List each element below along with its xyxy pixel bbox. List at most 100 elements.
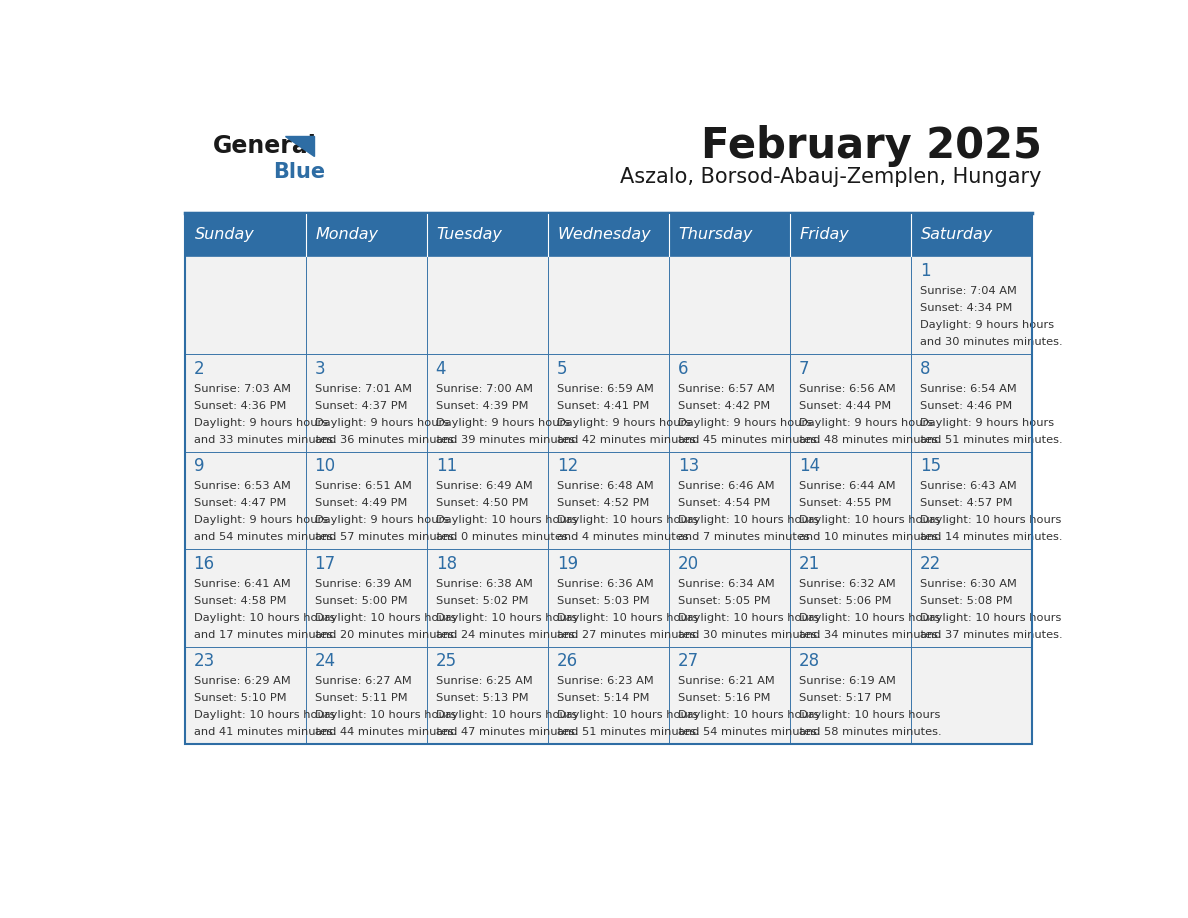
Text: Sunset: 4:49 PM: Sunset: 4:49 PM	[315, 498, 407, 509]
Text: and 4 minutes minutes.: and 4 minutes minutes.	[557, 532, 691, 543]
Text: Sunset: 5:17 PM: Sunset: 5:17 PM	[798, 693, 891, 703]
Text: 23: 23	[194, 653, 215, 670]
Text: and 37 minutes minutes.: and 37 minutes minutes.	[920, 630, 1062, 640]
Text: Daylight: 10 hours hours: Daylight: 10 hours hours	[194, 711, 335, 721]
FancyBboxPatch shape	[669, 646, 790, 744]
FancyBboxPatch shape	[911, 452, 1032, 549]
Text: Sunrise: 7:04 AM: Sunrise: 7:04 AM	[920, 286, 1017, 297]
Text: and 14 minutes minutes.: and 14 minutes minutes.	[920, 532, 1062, 543]
Text: Sunrise: 6:25 AM: Sunrise: 6:25 AM	[436, 677, 532, 687]
FancyBboxPatch shape	[307, 452, 428, 549]
Text: Sunrise: 6:56 AM: Sunrise: 6:56 AM	[798, 384, 896, 394]
FancyBboxPatch shape	[549, 213, 669, 256]
Text: Daylight: 9 hours hours: Daylight: 9 hours hours	[194, 418, 328, 428]
Text: Daylight: 10 hours hours: Daylight: 10 hours hours	[677, 612, 819, 622]
Text: Sunrise: 6:34 AM: Sunrise: 6:34 AM	[677, 579, 775, 588]
Text: Tuesday: Tuesday	[436, 227, 503, 242]
FancyBboxPatch shape	[307, 213, 428, 256]
Text: Friday: Friday	[800, 227, 849, 242]
Text: Sunrise: 6:48 AM: Sunrise: 6:48 AM	[557, 481, 653, 491]
Text: and 33 minutes minutes.: and 33 minutes minutes.	[194, 434, 336, 444]
Text: Sunrise: 6:54 AM: Sunrise: 6:54 AM	[920, 384, 1017, 394]
Text: Daylight: 10 hours hours: Daylight: 10 hours hours	[436, 612, 577, 622]
FancyBboxPatch shape	[790, 549, 911, 646]
Text: Sunrise: 6:53 AM: Sunrise: 6:53 AM	[194, 481, 291, 491]
Text: 1: 1	[920, 263, 930, 280]
FancyBboxPatch shape	[669, 549, 790, 646]
Text: 28: 28	[798, 653, 820, 670]
Text: Daylight: 9 hours hours: Daylight: 9 hours hours	[677, 418, 811, 428]
Text: Sunset: 4:52 PM: Sunset: 4:52 PM	[557, 498, 649, 509]
FancyBboxPatch shape	[669, 452, 790, 549]
Text: Sunset: 5:16 PM: Sunset: 5:16 PM	[677, 693, 770, 703]
Text: Daylight: 10 hours hours: Daylight: 10 hours hours	[557, 711, 699, 721]
Text: Daylight: 9 hours hours: Daylight: 9 hours hours	[920, 418, 1054, 428]
Text: Daylight: 10 hours hours: Daylight: 10 hours hours	[315, 711, 456, 721]
Text: and 51 minutes minutes.: and 51 minutes minutes.	[920, 434, 1062, 444]
Text: Sunrise: 7:01 AM: Sunrise: 7:01 AM	[315, 384, 411, 394]
Text: Sunrise: 6:19 AM: Sunrise: 6:19 AM	[798, 677, 896, 687]
Text: Wednesday: Wednesday	[557, 227, 651, 242]
Text: and 20 minutes minutes.: and 20 minutes minutes.	[315, 630, 457, 640]
FancyBboxPatch shape	[790, 256, 911, 354]
FancyBboxPatch shape	[307, 549, 428, 646]
Text: Sunrise: 6:51 AM: Sunrise: 6:51 AM	[315, 481, 411, 491]
Text: 14: 14	[798, 457, 820, 476]
Text: 25: 25	[436, 653, 456, 670]
Text: 8: 8	[920, 360, 930, 377]
FancyBboxPatch shape	[428, 256, 549, 354]
Text: Daylight: 10 hours hours: Daylight: 10 hours hours	[798, 711, 940, 721]
Text: Daylight: 10 hours hours: Daylight: 10 hours hours	[436, 711, 577, 721]
Text: Sunset: 4:57 PM: Sunset: 4:57 PM	[920, 498, 1012, 509]
Text: Sunset: 4:55 PM: Sunset: 4:55 PM	[798, 498, 891, 509]
Text: Daylight: 10 hours hours: Daylight: 10 hours hours	[677, 515, 819, 525]
Text: Sunset: 4:46 PM: Sunset: 4:46 PM	[920, 400, 1012, 410]
Text: Sunset: 5:00 PM: Sunset: 5:00 PM	[315, 596, 407, 606]
Text: Sunrise: 6:29 AM: Sunrise: 6:29 AM	[194, 677, 290, 687]
Text: and 0 minutes minutes.: and 0 minutes minutes.	[436, 532, 571, 543]
Text: Sunset: 4:58 PM: Sunset: 4:58 PM	[194, 596, 286, 606]
Text: Sunrise: 7:00 AM: Sunrise: 7:00 AM	[436, 384, 532, 394]
Text: February 2025: February 2025	[701, 125, 1042, 166]
Text: and 44 minutes minutes.: and 44 minutes minutes.	[315, 727, 457, 737]
Text: Sunrise: 7:03 AM: Sunrise: 7:03 AM	[194, 384, 291, 394]
Text: Daylight: 10 hours hours: Daylight: 10 hours hours	[920, 612, 1061, 622]
FancyBboxPatch shape	[669, 213, 790, 256]
Text: Daylight: 9 hours hours: Daylight: 9 hours hours	[557, 418, 690, 428]
Text: 10: 10	[315, 457, 336, 476]
FancyBboxPatch shape	[911, 256, 1032, 354]
Text: and 48 minutes minutes.: and 48 minutes minutes.	[798, 434, 941, 444]
Text: and 30 minutes minutes.: and 30 minutes minutes.	[920, 337, 1062, 347]
Text: Daylight: 10 hours hours: Daylight: 10 hours hours	[798, 612, 940, 622]
Text: Sunrise: 6:44 AM: Sunrise: 6:44 AM	[798, 481, 896, 491]
FancyBboxPatch shape	[428, 452, 549, 549]
Text: 26: 26	[557, 653, 577, 670]
Text: 18: 18	[436, 554, 456, 573]
FancyBboxPatch shape	[307, 354, 428, 452]
Text: Sunset: 5:02 PM: Sunset: 5:02 PM	[436, 596, 529, 606]
Text: Sunset: 5:14 PM: Sunset: 5:14 PM	[557, 693, 649, 703]
Text: General: General	[213, 133, 317, 158]
Text: 27: 27	[677, 653, 699, 670]
FancyBboxPatch shape	[549, 549, 669, 646]
FancyBboxPatch shape	[428, 213, 549, 256]
FancyBboxPatch shape	[307, 646, 428, 744]
Text: Sunset: 4:41 PM: Sunset: 4:41 PM	[557, 400, 649, 410]
Text: Sunset: 4:42 PM: Sunset: 4:42 PM	[677, 400, 770, 410]
Text: Sunset: 4:50 PM: Sunset: 4:50 PM	[436, 498, 529, 509]
FancyBboxPatch shape	[911, 646, 1032, 744]
Text: Daylight: 9 hours hours: Daylight: 9 hours hours	[315, 418, 449, 428]
Text: and 36 minutes minutes.: and 36 minutes minutes.	[315, 434, 457, 444]
Text: and 47 minutes minutes.: and 47 minutes minutes.	[436, 727, 579, 737]
Text: Sunrise: 6:59 AM: Sunrise: 6:59 AM	[557, 384, 653, 394]
Text: Saturday: Saturday	[921, 227, 993, 242]
FancyBboxPatch shape	[790, 646, 911, 744]
Text: Sunset: 4:44 PM: Sunset: 4:44 PM	[798, 400, 891, 410]
Polygon shape	[285, 136, 314, 156]
Text: Sunrise: 6:49 AM: Sunrise: 6:49 AM	[436, 481, 532, 491]
Text: 15: 15	[920, 457, 941, 476]
Text: 11: 11	[436, 457, 457, 476]
Text: Sunrise: 6:27 AM: Sunrise: 6:27 AM	[315, 677, 411, 687]
Text: and 51 minutes minutes.: and 51 minutes minutes.	[557, 727, 700, 737]
Text: and 24 minutes minutes.: and 24 minutes minutes.	[436, 630, 579, 640]
